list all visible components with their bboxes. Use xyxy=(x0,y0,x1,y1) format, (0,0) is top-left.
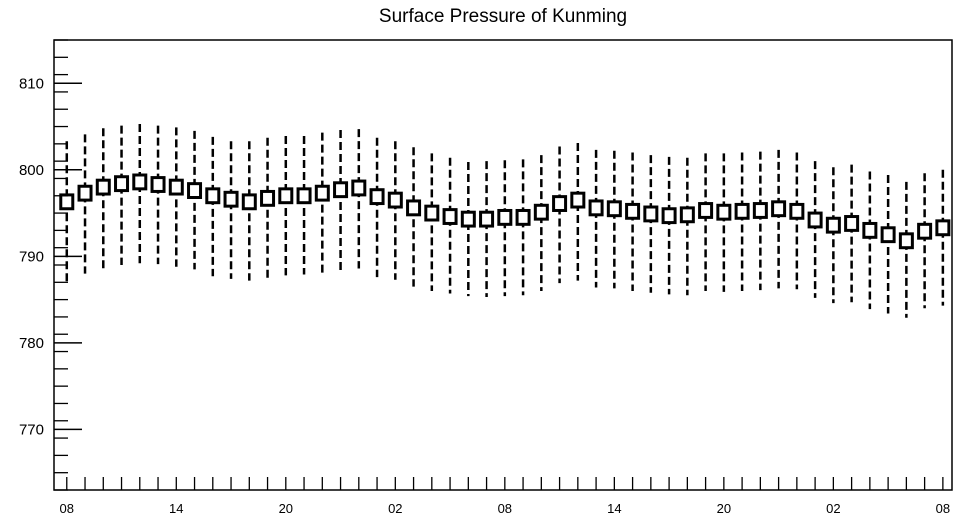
y-tick-label: 780 xyxy=(19,335,44,352)
whiskers-layer xyxy=(65,123,945,318)
y-tick-label: 770 xyxy=(19,421,44,438)
box xyxy=(606,200,622,218)
box xyxy=(296,187,312,205)
box xyxy=(935,219,951,237)
box xyxy=(716,203,732,221)
box xyxy=(95,178,111,196)
boxes-layer xyxy=(59,173,951,250)
box xyxy=(844,215,860,232)
box xyxy=(734,202,750,220)
y-tick-label: 810 xyxy=(19,75,44,92)
box xyxy=(643,205,659,223)
x-tick-label: 14 xyxy=(607,501,621,516)
box xyxy=(387,191,403,209)
x-tick-label: 08 xyxy=(60,501,74,516)
box xyxy=(241,193,257,211)
x-tick-label: 20 xyxy=(717,501,731,516)
box xyxy=(424,204,440,222)
box xyxy=(497,208,513,226)
box xyxy=(205,187,221,205)
box xyxy=(552,195,568,212)
box xyxy=(698,202,714,219)
box xyxy=(898,232,914,250)
box xyxy=(187,182,203,199)
box xyxy=(789,202,805,220)
y-tick-label: 800 xyxy=(19,162,44,179)
box xyxy=(625,202,641,220)
box xyxy=(807,211,823,229)
x-tick-label: 08 xyxy=(936,501,950,516)
box xyxy=(771,200,787,218)
box xyxy=(679,206,695,224)
box xyxy=(260,189,276,207)
x-tick-label: 08 xyxy=(498,501,512,516)
box xyxy=(369,188,385,206)
box xyxy=(570,191,586,209)
box xyxy=(168,178,184,196)
box xyxy=(406,199,422,217)
plot-frame xyxy=(53,39,953,491)
box xyxy=(351,179,367,197)
box xyxy=(314,184,330,202)
y-axis: 770 780 790 800 810 xyxy=(19,39,82,491)
x-axis: 08 14 20 02 08 14 20 02 08 xyxy=(60,477,950,516)
box xyxy=(479,210,495,228)
box xyxy=(77,184,93,202)
box xyxy=(752,202,768,219)
x-tick-label: 20 xyxy=(279,501,293,516)
x-tick-label: 02 xyxy=(826,501,840,516)
box xyxy=(862,221,878,239)
box xyxy=(59,193,75,211)
y-tick-label: 790 xyxy=(19,248,44,265)
box xyxy=(588,199,604,217)
box xyxy=(515,208,531,226)
box xyxy=(460,210,476,228)
box xyxy=(278,187,294,205)
box xyxy=(442,208,458,225)
box xyxy=(825,216,841,234)
box xyxy=(661,207,677,225)
box xyxy=(114,175,130,193)
box xyxy=(917,222,933,240)
box xyxy=(533,203,549,221)
box xyxy=(223,190,239,208)
x-tick-label: 02 xyxy=(388,501,402,516)
chart-title: Surface Pressure of Kunming xyxy=(379,6,627,27)
box xyxy=(150,176,166,193)
box xyxy=(333,181,349,199)
box xyxy=(132,173,148,191)
x-tick-label: 14 xyxy=(169,501,183,516)
box xyxy=(880,226,896,244)
